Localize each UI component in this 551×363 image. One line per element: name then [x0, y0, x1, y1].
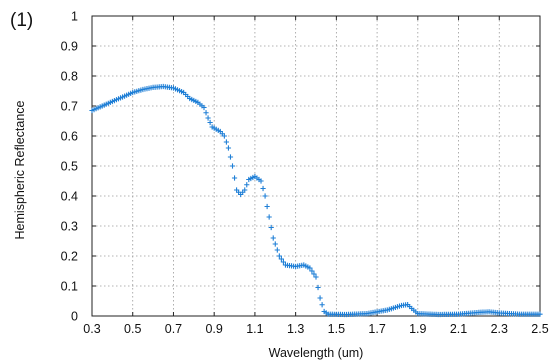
x-axis-label: Wavelength (um) — [269, 346, 364, 360]
data-point — [315, 284, 321, 291]
data-point — [537, 311, 543, 317]
data-point — [272, 241, 278, 247]
data-point — [307, 265, 313, 271]
data-point — [319, 302, 325, 308]
data-point — [244, 182, 250, 188]
data-point — [227, 154, 234, 160]
x-tick-label: 2.5 — [531, 322, 548, 336]
data-point — [225, 145, 232, 151]
data-point — [309, 268, 315, 274]
y-tick-label: 0.6 — [61, 130, 78, 144]
x-tick-label: 1.7 — [368, 322, 385, 336]
x-tick-label: 2.3 — [491, 322, 508, 336]
data-point — [258, 178, 264, 184]
data-point — [207, 119, 213, 126]
y-tick-label: 0.1 — [61, 280, 78, 294]
x-tick-label: 0.9 — [205, 322, 222, 336]
y-tick-label: 0.3 — [61, 220, 78, 234]
y-tick-label: 0.8 — [61, 70, 78, 84]
data-point — [231, 175, 238, 181]
data-point — [201, 104, 207, 111]
data-point — [276, 253, 282, 259]
x-tick-label: 0.3 — [83, 322, 100, 336]
data-point — [223, 139, 229, 145]
y-tick-label: 0.7 — [61, 100, 78, 114]
y-tick-label: 1 — [71, 10, 78, 24]
data-point — [242, 187, 248, 193]
data-point — [266, 214, 272, 220]
y-tick-label: 0.9 — [61, 40, 78, 54]
data-point — [203, 110, 209, 116]
x-tick-label: 1.5 — [328, 322, 345, 336]
x-tick-label: 1.1 — [246, 322, 263, 336]
data-point — [313, 274, 319, 280]
data-point — [278, 256, 284, 262]
panel-label: (1) — [10, 10, 34, 31]
y-tick-label: 0 — [71, 310, 78, 324]
y-axis-ticks: 0 0.1 0.2 0.3 0.4 0.5 0.6 0.7 0.8 0.9 1 — [61, 10, 540, 324]
data-series — [89, 83, 543, 318]
y-tick-label: 0.2 — [61, 250, 78, 264]
y-tick-label: 0.5 — [61, 160, 78, 174]
data-point — [280, 259, 287, 265]
x-tick-label: 0.7 — [165, 322, 182, 336]
x-axis-ticks: 0.3 0.5 0.7 0.9 1.1 1.3 1.5 1.7 1.9 2.1 2.3 2.5 — [83, 16, 549, 336]
x-tick-label: 0.5 — [124, 322, 141, 336]
data-point — [274, 247, 280, 253]
data-point — [311, 271, 317, 277]
grid — [92, 16, 540, 316]
data-point — [317, 295, 323, 301]
data-point — [262, 193, 268, 199]
x-tick-label: 1.3 — [287, 322, 304, 336]
x-tick-label: 1.9 — [409, 322, 426, 336]
x-tick-label: 2.1 — [450, 322, 467, 336]
data-point — [205, 115, 211, 121]
data-point — [270, 235, 276, 241]
data-point — [268, 224, 274, 231]
data-point — [221, 133, 227, 139]
y-axis-label: Hemispheric Reflectance — [13, 100, 27, 239]
data-point — [229, 163, 236, 169]
data-point — [260, 185, 266, 192]
data-point — [264, 203, 270, 210]
y-tick-label: 0.4 — [61, 190, 78, 204]
